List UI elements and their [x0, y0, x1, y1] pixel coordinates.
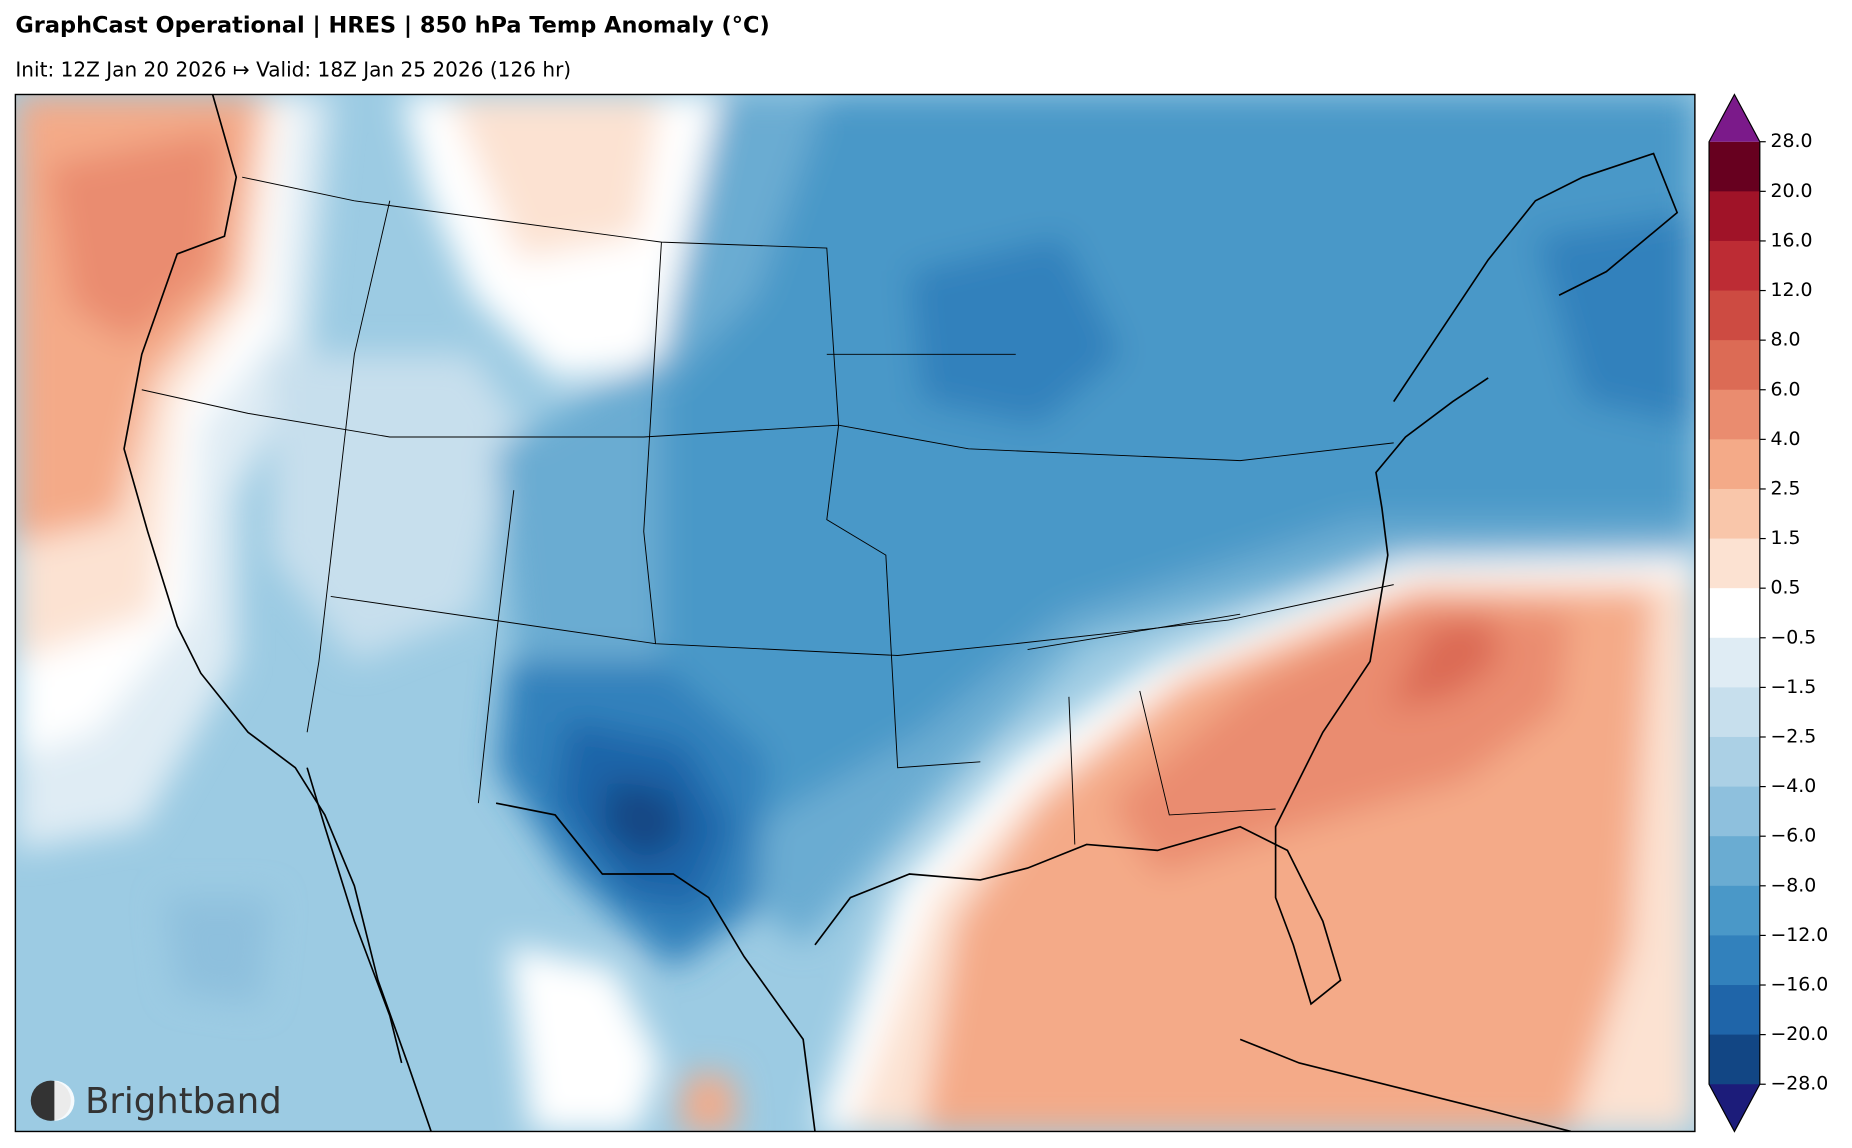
colorbar-tick-label: 6.0	[1770, 378, 1800, 400]
colorbar-tick-label: −20.0	[1770, 1023, 1828, 1045]
colorbar-segment	[1709, 985, 1760, 1036]
colorbar: 28.0 20.0 16.0 12.0 8.0 6.0 4.0 2.5 1.5 0.5 −0.5 −1…	[1708, 93, 1828, 1133]
colorbar-tick-label: −6.0	[1770, 825, 1816, 847]
colorbar-tick-label: 1.5	[1770, 527, 1800, 549]
title: GraphCast Operational | HRES | 850 hPa T…	[15, 12, 769, 38]
colorbar-segment	[1709, 141, 1760, 192]
colorbar-tick-label: −2.5	[1770, 725, 1816, 747]
colorbar-tick-label: −4.0	[1770, 775, 1816, 797]
colorbar-tick-label: 0.5	[1770, 577, 1800, 599]
colorbar-tick-label: 2.5	[1770, 477, 1800, 499]
colorbar-tick-label: 16.0	[1770, 229, 1812, 251]
colorbar-segment	[1709, 488, 1760, 540]
logo-text: Brightband	[85, 1081, 282, 1122]
colorbar-tick-label: −16.0	[1770, 974, 1828, 996]
colorbar-segment	[1709, 191, 1760, 242]
colorbar-segment	[1709, 736, 1760, 788]
colorbar-segment	[1709, 588, 1760, 639]
colorbar-extend-over	[1709, 94, 1760, 142]
colorbar-tick-label: −1.5	[1770, 676, 1816, 698]
colorbar-segment	[1709, 439, 1760, 490]
map: Brightband	[15, 94, 1695, 1132]
colorbar-segment	[1709, 389, 1760, 440]
colorbar-tick-label: 20.0	[1770, 180, 1812, 202]
colorbar-segment	[1709, 290, 1760, 341]
map-frame	[14, 93, 1696, 1133]
colorbar-tick-label: −28.0	[1770, 1073, 1828, 1095]
subtitle: Init: 12Z Jan 20 2026 ↦ Valid: 18Z Jan 2…	[15, 57, 571, 81]
colorbar-tick-label: 12.0	[1770, 279, 1812, 301]
colorbar-segment	[1709, 538, 1760, 589]
colorbar-tick-label: 4.0	[1770, 428, 1800, 450]
colorbar-tick-label: −0.5	[1770, 626, 1816, 648]
colorbar-segment	[1709, 836, 1760, 887]
colorbar-segment	[1709, 340, 1760, 391]
colorbar-segment	[1709, 1034, 1760, 1085]
colorbar-tick-label: 28.0	[1770, 130, 1812, 152]
colorbar-segment	[1709, 637, 1760, 688]
colorbar-segment	[1709, 935, 1760, 986]
colorbar-extend-under	[1709, 1084, 1760, 1132]
colorbar-tick-label: 8.0	[1770, 329, 1800, 351]
colorbar-segment	[1709, 687, 1760, 738]
colorbar-segment	[1709, 786, 1760, 837]
colorbar-tick-label: −8.0	[1770, 874, 1816, 896]
colorbar-segment	[1709, 240, 1760, 292]
colorbar-tick-label: −12.0	[1770, 924, 1828, 946]
colorbar-segment	[1709, 885, 1760, 936]
